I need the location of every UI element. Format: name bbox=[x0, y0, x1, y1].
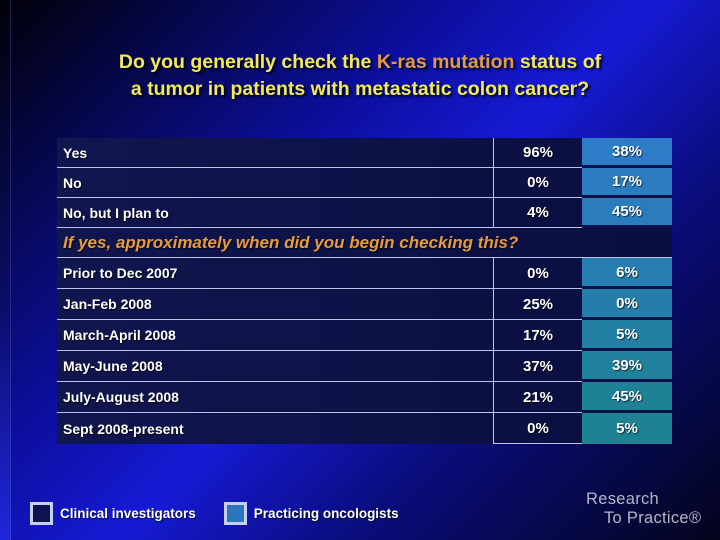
po-value-cell: 45% bbox=[582, 198, 672, 228]
table-row: March-April 2008 17% 5% bbox=[57, 320, 672, 351]
row-label: Sept 2008-present bbox=[63, 420, 184, 437]
row-label: No bbox=[57, 168, 493, 198]
row-label: May-June 2008 bbox=[57, 351, 493, 382]
ci-value-cell: 17% bbox=[493, 320, 582, 351]
title-line2: a tumor in patients with metastatic colo… bbox=[130, 78, 590, 100]
title-line1-post: status of bbox=[514, 51, 602, 73]
section-subtitle: If yes, approximately when did you begin… bbox=[57, 228, 672, 258]
legend-label: Practicing oncologists bbox=[253, 506, 399, 521]
survey-results-table: Yes 96% 38% No 0% 17% No, but I plan to … bbox=[57, 138, 672, 444]
table-row: Yes 96% 38% bbox=[57, 138, 672, 168]
ci-value-cell: 0% bbox=[493, 413, 582, 444]
logo-line2: To Practice® bbox=[604, 509, 702, 527]
row-label: Yes bbox=[57, 138, 493, 168]
po-value-cell: 45% bbox=[582, 382, 672, 413]
row-label: March-April 2008 bbox=[57, 320, 493, 351]
row-label: Prior to Dec 2007 bbox=[57, 258, 493, 289]
ci-value-cell: 96% bbox=[493, 138, 582, 168]
question-title: Do you generally check the K-ras mutatio… bbox=[20, 49, 700, 103]
ci-value-cell: 25% bbox=[493, 289, 582, 320]
legend-item-clinical-investigators: Clinical investigators bbox=[30, 502, 196, 525]
po-value-cell: 5% bbox=[582, 320, 672, 351]
title-line1: Do you generally check the K-ras mutatio… bbox=[20, 49, 700, 76]
title-line1-pre: Do you generally check the bbox=[118, 51, 377, 73]
table-row: May-June 2008 37% 39% bbox=[57, 351, 672, 382]
ci-value-cell: 0% bbox=[493, 168, 582, 198]
research-to-practice-logo: Research To Practice® bbox=[586, 490, 706, 528]
legend: Clinical investigators Practicing oncolo… bbox=[30, 502, 427, 525]
clinical-investigators-swatch bbox=[30, 502, 53, 525]
po-value-cell: 0% bbox=[582, 289, 672, 320]
row-label: No, but I plan to bbox=[57, 198, 493, 228]
po-value-cell: 17% bbox=[582, 168, 672, 198]
table-section-2: Prior to Dec 2007 0% 6% Jan-Feb 2008 25%… bbox=[57, 258, 672, 444]
row-label: July-August 2008 bbox=[57, 382, 493, 413]
table-row: Prior to Dec 2007 0% 6% bbox=[57, 258, 672, 289]
ci-value-cell: 21% bbox=[493, 382, 582, 413]
legend-item-practicing-oncologists: Practicing oncologists bbox=[223, 502, 399, 525]
kras-highlight: K-ras mutation bbox=[376, 51, 515, 73]
practicing-oncologists-swatch bbox=[223, 502, 247, 525]
po-value-cell: 38% bbox=[582, 138, 672, 168]
logo-line1: Research bbox=[586, 490, 660, 508]
po-value-cell: 5% bbox=[582, 413, 672, 444]
table-row: No, but I plan to 4% 45% bbox=[57, 198, 672, 228]
table-row: Sept 2008-present 0% 5% bbox=[57, 413, 672, 444]
row-label: Jan-Feb 2008 bbox=[57, 289, 493, 320]
legend-label: Clinical investigators bbox=[60, 506, 196, 521]
left-edge-gradient-bar bbox=[0, 0, 11, 540]
ci-value-cell: 0% bbox=[493, 258, 582, 289]
ci-value-cell: 37% bbox=[493, 351, 582, 382]
table-section-1: Yes 96% 38% No 0% 17% No, but I plan to … bbox=[57, 138, 672, 228]
table-row: Jan-Feb 2008 25% 0% bbox=[57, 289, 672, 320]
table-row: July-August 2008 21% 45% bbox=[57, 382, 672, 413]
ci-value-cell: 4% bbox=[493, 198, 582, 228]
table-row: No 0% 17% bbox=[57, 168, 672, 198]
po-value-cell: 39% bbox=[582, 351, 672, 382]
po-value-cell: 6% bbox=[582, 258, 672, 289]
